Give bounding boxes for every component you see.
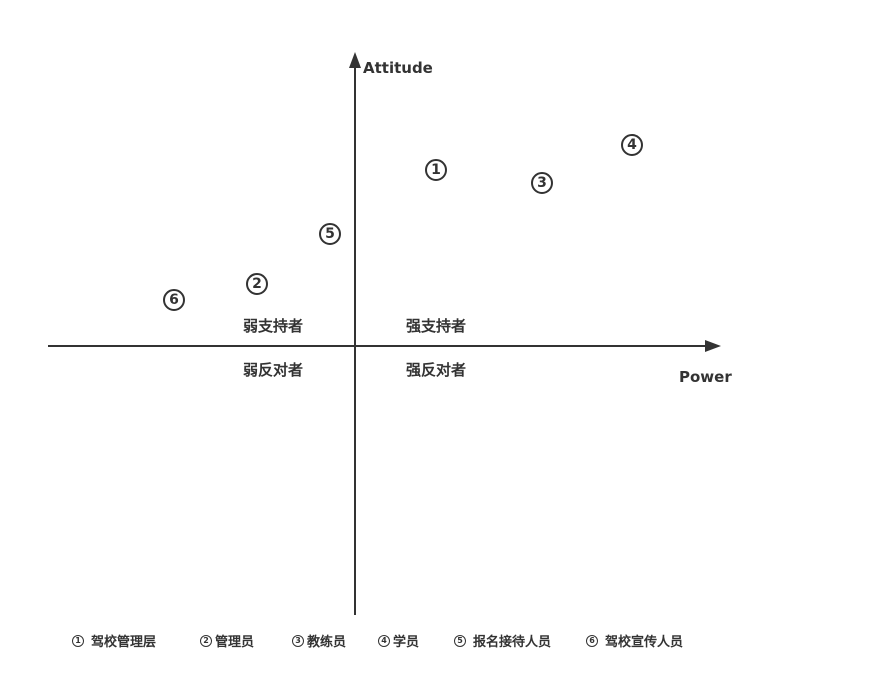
legend-text: 驾校管理层 (91, 635, 157, 650)
stakeholder-marker-2: 2 (246, 273, 268, 295)
quadrant-strong-opponent-label: 强反对者 (406, 361, 467, 379)
stakeholder-marker-1: 1 (425, 159, 447, 181)
legend-number: 3 (292, 634, 304, 647)
quadrant-weak-supporter-label: 弱支持者 (243, 317, 304, 335)
legend-item-2: 2 管理员 (200, 631, 254, 650)
y-axis-label: Attitude (363, 59, 433, 77)
legend-item-4: 4 学员 (378, 631, 419, 650)
legend-item-6: 6 驾校宣传人员 (586, 631, 683, 650)
legend-number: 5 (454, 634, 466, 647)
stakeholder-marker-6: 6 (163, 289, 185, 311)
legend-text: 驾校宣传人员 (605, 635, 684, 650)
x-axis-label: Power (679, 368, 732, 386)
legend-number: 2 (200, 634, 212, 647)
x-axis-arrowhead (705, 340, 721, 352)
legend-item-5: 5 报名接待人员 (454, 631, 551, 650)
stakeholder-marker-4: 4 (621, 134, 643, 156)
y-axis-arrowhead (349, 52, 361, 68)
stakeholder-marker-5: 5 (319, 223, 341, 245)
legend-number: 1 (72, 634, 84, 647)
legend-number: 6 (586, 634, 598, 647)
legend-text: 报名接待人员 (473, 635, 552, 650)
legend-text: 教练员 (307, 635, 347, 650)
legend-item-1: 1 驾校管理层 (72, 631, 156, 650)
legend-number: 4 (378, 634, 390, 647)
stakeholder-marker-3: 3 (531, 172, 553, 194)
legend-item-3: 3 教练员 (292, 631, 346, 650)
quadrant-strong-supporter-label: 强支持者 (406, 317, 467, 335)
legend-text: 学员 (393, 635, 420, 650)
quadrant-weak-opponent-label: 弱反对者 (243, 361, 304, 379)
legend-text: 管理员 (215, 635, 255, 650)
